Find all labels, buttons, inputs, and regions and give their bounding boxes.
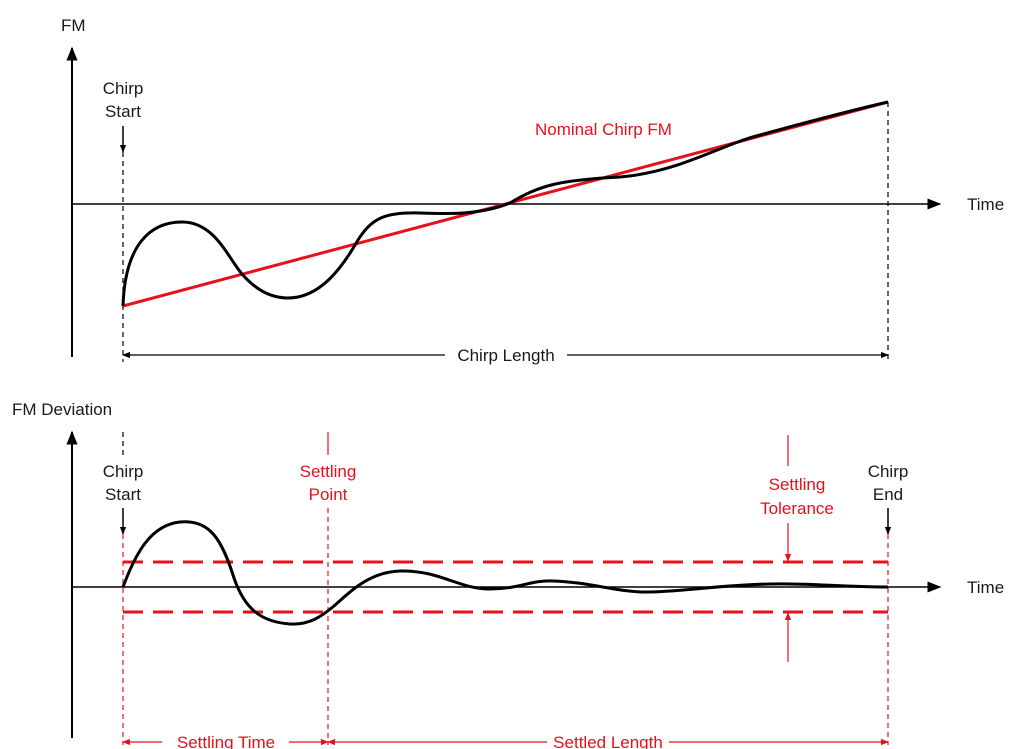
settling-tolerance-label-2: Tolerance (760, 499, 834, 518)
settled-length-label: Settled Length (553, 733, 663, 749)
chirp-length-label: Chirp Length (457, 346, 554, 365)
bottom-chirp-start-label-2: Start (105, 485, 141, 504)
bottom-x-axis-label: Time (967, 578, 1004, 597)
bottom-y-axis-label: FM Deviation (12, 400, 112, 419)
chirp-end-label-1: Chirp (868, 462, 909, 481)
nominal-chirp-fm-label: Nominal Chirp FM (535, 120, 672, 139)
bottom-chirp-start-label-1: Chirp (103, 462, 144, 481)
settling-tolerance-label-1: Settling (769, 475, 826, 494)
settling-point-label-1: Settling (300, 462, 357, 481)
actual-fm-curve (121, 100, 889, 307)
top-chirp-start-label-2: Start (105, 102, 141, 121)
bottom-plot: FM Deviation Time Chirp Start Settling P… (12, 400, 1004, 749)
top-y-axis-label: FM (61, 16, 86, 35)
top-plot: FM Time Chirp Start Nominal Chirp FM Chi… (61, 16, 1004, 365)
settling-time-label: Settling Time (177, 733, 275, 749)
top-chirp-start-label-1: Chirp (103, 79, 144, 98)
top-x-axis-label: Time (967, 195, 1004, 214)
chirp-end-label-2: End (873, 485, 903, 504)
fm-deviation-curve (121, 520, 889, 626)
settling-point-label-2: Point (309, 485, 348, 504)
